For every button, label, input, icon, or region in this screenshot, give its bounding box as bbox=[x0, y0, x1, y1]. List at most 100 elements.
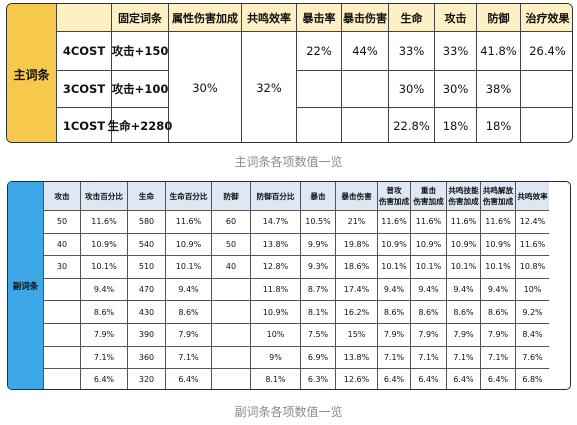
main-header-cell: 暴击率 bbox=[296, 4, 341, 31]
main-data-cell: 生命+2280 bbox=[108, 107, 172, 142]
sub-stats-caption: 副词条各项数值一览 bbox=[234, 405, 343, 419]
sub-data-cell: 15% bbox=[335, 322, 377, 346]
sub-data-cell: 9.4% bbox=[446, 277, 480, 301]
sub-data-cell: 9.4% bbox=[165, 277, 211, 301]
sub-header-cell: 暴击 bbox=[300, 182, 335, 210]
sub-data-cell bbox=[211, 277, 250, 301]
main-header-cell: 暴击伤害 bbox=[341, 4, 388, 31]
sub-data-cell: 6.9% bbox=[300, 345, 335, 369]
sub-header-text: 攻击百分比 bbox=[85, 191, 123, 201]
main-data-cell: 44% bbox=[341, 31, 388, 70]
sub-data-cell: 11.8% bbox=[250, 277, 300, 301]
main-header-cell: 防御 bbox=[476, 4, 520, 31]
sub-header-text: 生命 bbox=[138, 191, 155, 201]
sub-data-cell: 10% bbox=[250, 322, 300, 346]
main-header-cell: 治疗效果 bbox=[520, 4, 572, 31]
sub-data-cell: 9.4% bbox=[377, 277, 410, 301]
sub-header-cell: 防御 bbox=[211, 182, 250, 210]
sub-data-cell: 21% bbox=[335, 210, 377, 233]
main-data-cell: 41.8% bbox=[476, 31, 520, 70]
sub-header-cell: 暴击伤害 bbox=[335, 182, 377, 210]
sub-data-cell: 18.6% bbox=[335, 255, 377, 278]
sub-data-cell: 11.6% bbox=[165, 210, 211, 233]
sub-data-cell: 8.6% bbox=[165, 300, 211, 323]
sub-data-cell: 9.2% bbox=[515, 300, 549, 323]
main-stats-grid: 主词条 固定词条 属性伤害加成 共鸣效率 暴击率 暴击伤害 生命 攻击 防御 治疗效果 4COST… bbox=[7, 4, 572, 142]
sub-data-cell: 10.9% bbox=[80, 232, 127, 256]
sub-data-cell: 10.9% bbox=[446, 232, 480, 256]
main-data-cell: 33% bbox=[434, 31, 476, 70]
sub-data-cell bbox=[211, 345, 250, 369]
sub-data-cell: 7.1% bbox=[377, 345, 410, 369]
sub-data-cell: 6.4% bbox=[480, 368, 515, 389]
sub-data-cell: 6.4% bbox=[377, 368, 410, 389]
sub-data-cell: 9.4% bbox=[80, 277, 127, 301]
main-header-cell: 攻击 bbox=[434, 4, 476, 31]
main-data-cell bbox=[341, 107, 388, 142]
sub-header-text: 防御百分比 bbox=[256, 191, 295, 201]
sub-header-text: 伤害加成 bbox=[448, 197, 479, 206]
sub-data-cell: 10.9% bbox=[165, 232, 211, 256]
main-stats-side-label: 主词条 bbox=[7, 4, 56, 142]
sub-data-cell: 50 bbox=[43, 210, 80, 233]
sub-data-cell: 360 bbox=[127, 345, 165, 369]
sub-data-cell: 10.1% bbox=[377, 255, 410, 278]
main-data-cell: 18% bbox=[434, 107, 476, 142]
sub-header-cell: 共鸣效率 bbox=[515, 182, 549, 210]
sub-data-cell: 6.8% bbox=[515, 368, 549, 389]
main-data-cell: 1COST bbox=[56, 107, 111, 142]
sub-data-cell: 10.8% bbox=[515, 255, 549, 278]
sub-data-cell: 7.9% bbox=[446, 322, 480, 346]
sub-data-cell: 7.1% bbox=[80, 345, 127, 369]
main-data-cell: 26.4% bbox=[520, 31, 572, 70]
sub-header-cell: 普攻 伤害加成 bbox=[377, 182, 410, 210]
sub-data-cell: 6.4% bbox=[410, 368, 446, 389]
sub-data-cell: 9.9% bbox=[300, 232, 335, 256]
sub-data-cell bbox=[43, 368, 80, 389]
sub-data-cell: 8.1% bbox=[300, 300, 335, 323]
sub-data-cell: 6.4% bbox=[165, 368, 211, 389]
sub-header-text: 防御 bbox=[223, 191, 239, 201]
sub-data-cell: 10.1% bbox=[446, 255, 480, 278]
sub-header-cell: 生命 bbox=[127, 182, 165, 210]
main-data-cell: 32% bbox=[241, 31, 296, 142]
sub-data-cell: 7.5% bbox=[300, 322, 335, 346]
sub-data-cell: 11.6% bbox=[410, 210, 446, 233]
sub-data-cell: 7.9% bbox=[410, 322, 446, 346]
main-header-cell: 共鸣效率 bbox=[241, 4, 296, 31]
sub-data-cell: 7.1% bbox=[480, 345, 515, 369]
sub-data-cell: 510 bbox=[127, 255, 165, 278]
sub-data-cell bbox=[211, 300, 250, 323]
sub-data-cell: 430 bbox=[127, 300, 165, 323]
sub-data-cell: 8.4% bbox=[515, 322, 549, 346]
main-data-cell: 22.8% bbox=[388, 107, 434, 142]
main-header-cell bbox=[56, 4, 111, 31]
sub-header-cell: 防御百分比 bbox=[250, 182, 300, 210]
sub-data-cell: 60 bbox=[211, 210, 250, 233]
sub-header-text: 重击 bbox=[420, 186, 437, 195]
sub-header-cell: 共鸣技能 伤害加成 bbox=[446, 182, 480, 210]
main-data-cell: 38% bbox=[476, 70, 520, 107]
sub-data-cell: 7.9% bbox=[377, 322, 410, 346]
sub-data-cell: 11.6% bbox=[480, 210, 515, 233]
sub-data-cell: 11.6% bbox=[446, 210, 480, 233]
sub-data-cell: 10.9% bbox=[250, 300, 300, 323]
sub-data-cell: 9% bbox=[250, 345, 300, 369]
main-data-cell bbox=[341, 70, 388, 107]
main-header-cell: 生命 bbox=[388, 4, 434, 31]
sub-data-cell: 6.3% bbox=[300, 368, 335, 389]
sub-data-cell: 10.1% bbox=[480, 255, 515, 278]
sub-data-cell: 10.1% bbox=[165, 255, 211, 278]
sub-data-cell: 12.6% bbox=[335, 368, 377, 389]
main-data-cell: 30% bbox=[434, 70, 476, 107]
sub-data-cell: 10.9% bbox=[480, 232, 515, 256]
sub-data-cell: 8.6% bbox=[446, 300, 480, 323]
sub-data-cell: 10.9% bbox=[377, 232, 410, 256]
sub-stats-table: 副词条 攻击 攻击百分比 生命 生命百分比 防御 防御百分比 暴击 暴击伤害 普攻 伤害加成 重击伤… bbox=[7, 181, 571, 390]
sub-data-cell: 6.4% bbox=[446, 368, 480, 389]
sub-header-cell: 生命百分比 bbox=[165, 182, 211, 210]
sub-data-cell: 8.6% bbox=[80, 300, 127, 323]
sub-stats-grid: 副词条 攻击 攻击百分比 生命 生命百分比 防御 防御百分比 暴击 暴击伤害 普攻 伤害加成 重击伤… bbox=[8, 182, 570, 389]
sub-data-cell: 50 bbox=[211, 232, 250, 256]
sub-data-cell: 40 bbox=[43, 232, 80, 256]
